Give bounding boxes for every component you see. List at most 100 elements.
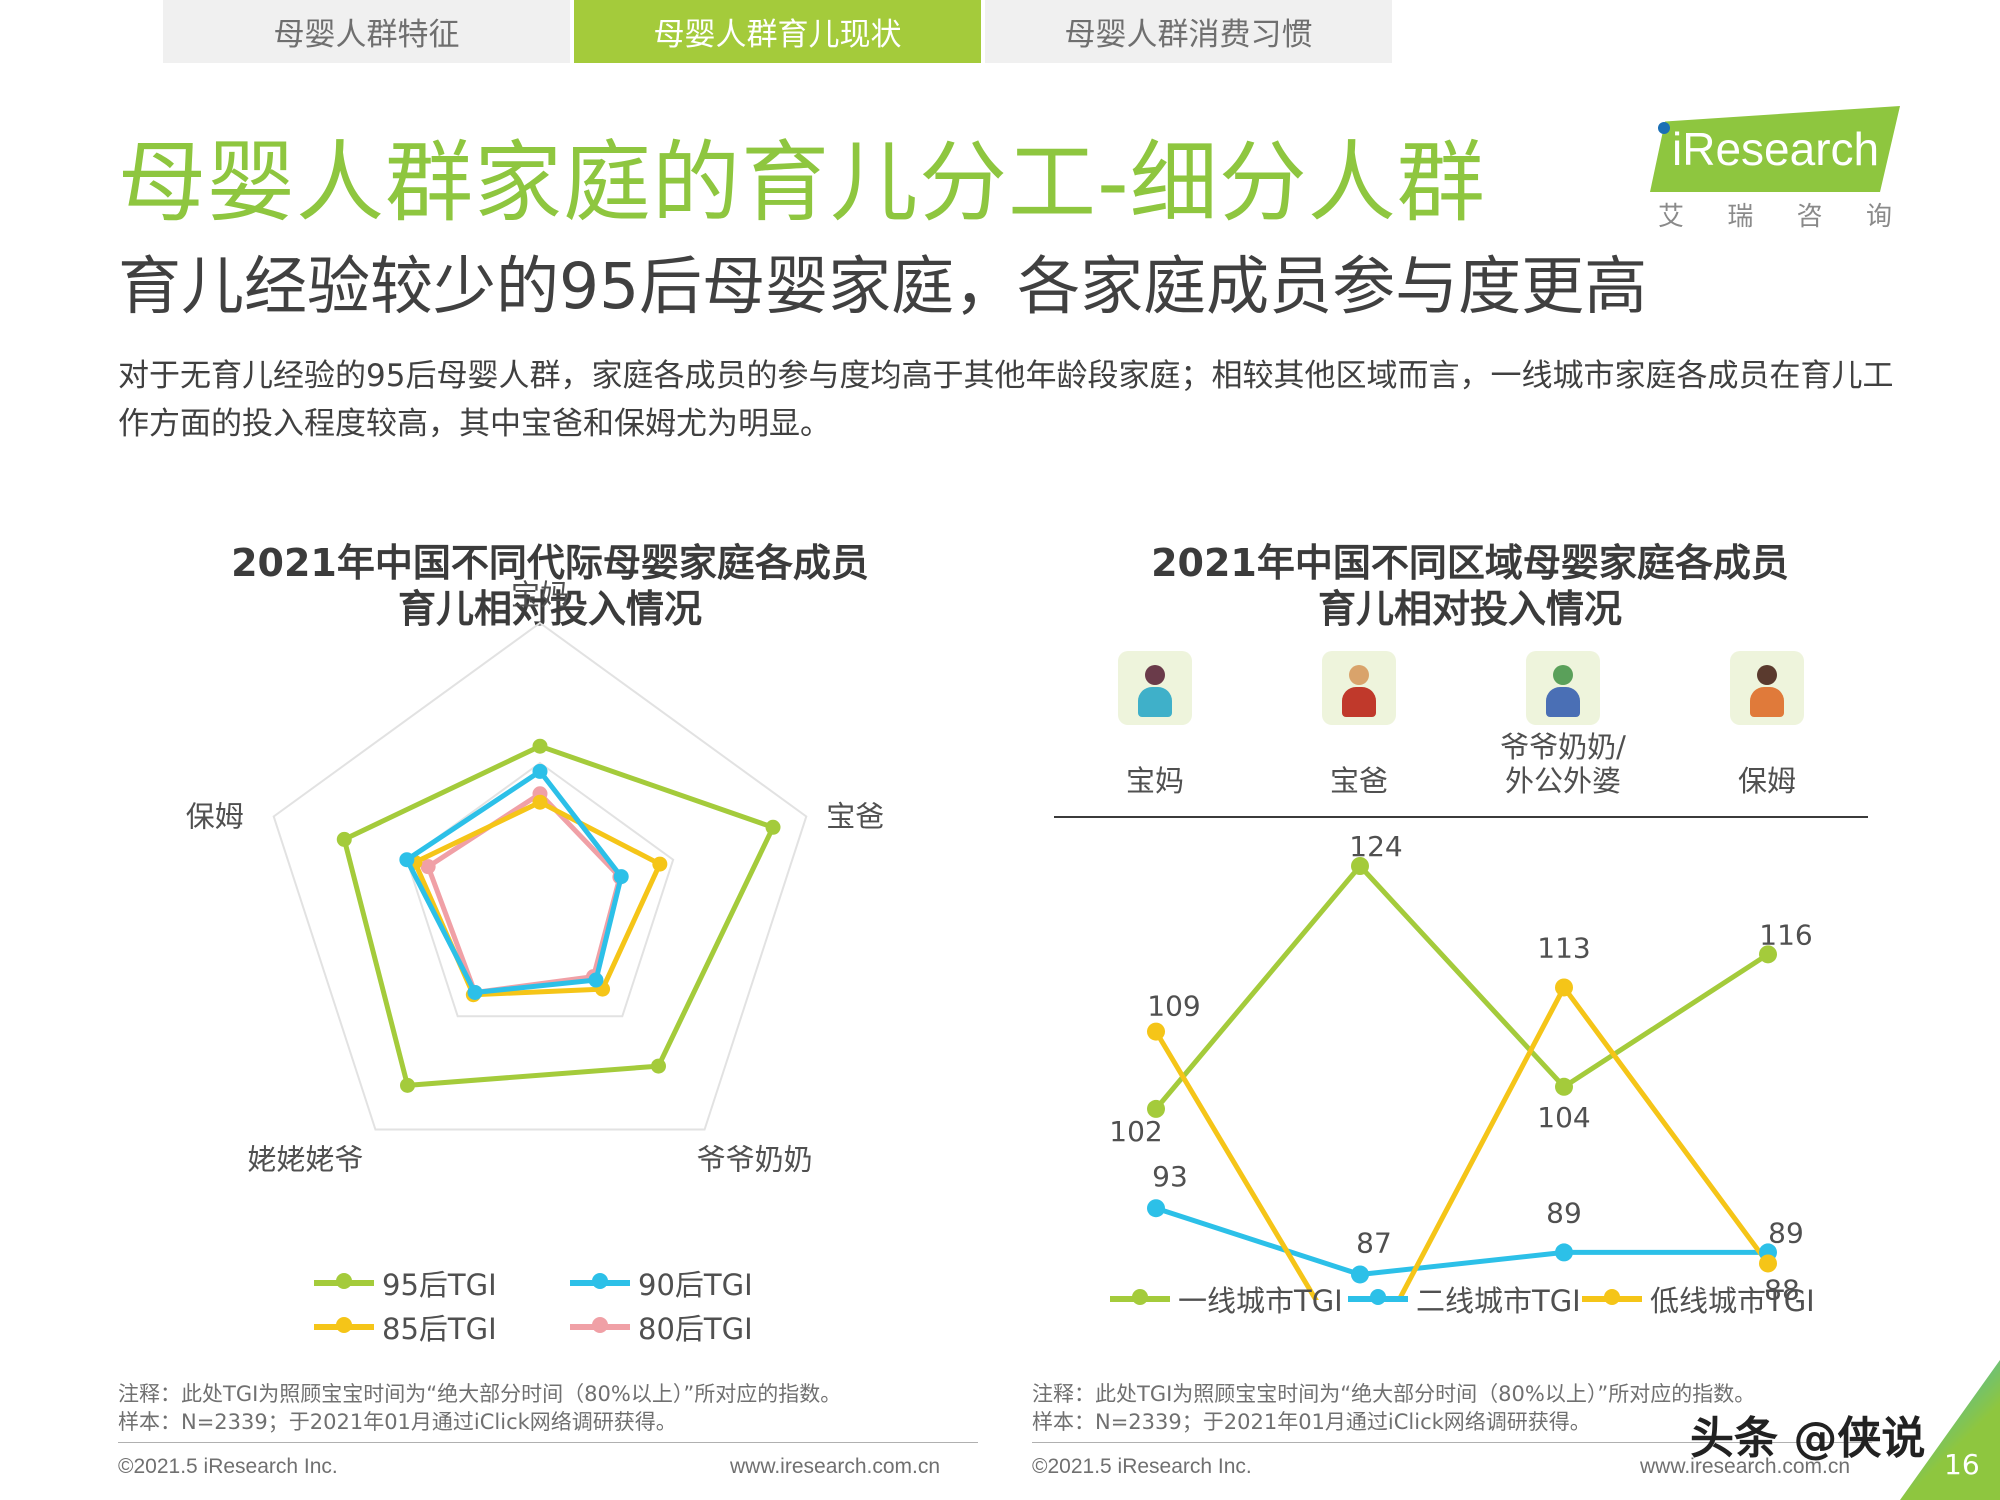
page-subtitle: 育儿经验较少的95后母婴家庭，各家庭成员参与度更高 — [118, 250, 1648, 323]
line-title-line1: 2021年中国不同区域母婴家庭各成员 — [1151, 541, 1789, 585]
footer-divider — [1032, 1442, 1872, 1443]
member-label-mother: 宝妈 — [1125, 764, 1184, 798]
line-data-label: 104 — [1537, 1101, 1590, 1134]
logo-text: iResearch — [1672, 123, 1880, 175]
icon-body — [1342, 687, 1376, 717]
category-divider — [1054, 816, 1868, 818]
legend-marker — [1582, 1289, 1642, 1305]
radar-point — [650, 1058, 666, 1074]
footer-copyright: ©2021.5 iResearch Inc. — [1032, 1455, 1252, 1478]
member-label-father: 宝爸 — [1329, 764, 1388, 798]
iresearch-logo: iResearch 艾 瑞 咨 询 — [1650, 106, 1900, 233]
right-notes: 注释：此处TGI为照顾宝宝时间为“绝大部分时间（80%以上）”所对应的指数。 样… — [1032, 1380, 1892, 1436]
member-label-line: 爷爷奶奶/ — [1500, 730, 1626, 764]
radar-point — [399, 852, 415, 868]
icon-head — [1349, 665, 1369, 685]
radar-point — [613, 869, 629, 885]
line-series — [1155, 1205, 1768, 1277]
logo-dot — [1658, 122, 1670, 134]
radar-axis-label: 宝爸 — [826, 799, 884, 833]
legend-item-80: 80后TGI — [570, 1306, 753, 1348]
sample-text: 样本：N=2339；于2021年01月通过iClick网络调研获得。 — [118, 1410, 677, 1434]
line-point — [1759, 945, 1777, 964]
radar-point — [532, 794, 548, 810]
logo-flag-shape — [1650, 106, 1900, 192]
line-chart: 102124104116938789891097811388 — [1109, 830, 1813, 1300]
page-number: 16 — [1944, 1448, 1980, 1481]
line-point — [1147, 1022, 1165, 1041]
radar-axis-label: 宝妈 — [511, 578, 569, 612]
line-point — [1147, 1199, 1165, 1218]
icon-head — [1145, 665, 1165, 685]
legend-label: 80后TGI — [638, 1312, 753, 1346]
page-title: 母婴人群家庭的育儿分工-细分人群 — [118, 131, 1486, 234]
radar-point — [652, 856, 668, 872]
line-series — [1154, 863, 1770, 1111]
father-icon — [1322, 651, 1396, 725]
nanny-icon — [1730, 651, 1804, 725]
legend-marker — [1110, 1289, 1170, 1305]
line-data-label: 88 — [1764, 1273, 1800, 1300]
tab-parenting-status[interactable]: 母婴人群育儿现状 — [574, 0, 981, 63]
radar-series-line — [412, 799, 663, 998]
radar-title-line1: 2021年中国不同代际母婴家庭各成员 — [231, 541, 869, 585]
line-chart-title: 2021年中国不同区域母婴家庭各成员 育儿相对投入情况 — [1110, 540, 1830, 632]
radar-chart-title: 2021年中国不同代际母婴家庭各成员 育儿相对投入情况 — [200, 540, 900, 632]
legend-marker — [570, 1317, 630, 1333]
legend-item-95: 95后TGI — [314, 1262, 497, 1304]
radar-axis-label: 爷爷奶奶 — [697, 1143, 813, 1177]
legend-label: 二线城市TGI — [1416, 1284, 1581, 1318]
footer-divider — [118, 1442, 978, 1443]
member-label-grandparents: 爷爷奶奶/ 外公外婆 — [1463, 730, 1663, 798]
line-point — [1555, 1077, 1573, 1096]
legend-marker — [570, 1273, 630, 1289]
footer-website[interactable]: www.iresearch.com.cn — [730, 1455, 941, 1478]
radar-point — [588, 972, 604, 988]
line-point — [1147, 1099, 1165, 1118]
line-data-label: 89 — [1768, 1216, 1804, 1249]
line-series — [1153, 984, 1771, 1300]
left-notes: 注释：此处TGI为照顾宝宝时间为“绝大部分时间（80%以上）”所对应的指数。 样… — [118, 1380, 978, 1436]
footer-website[interactable]: www.iresearch.com.cn — [1640, 1455, 1851, 1478]
icon-body — [1546, 687, 1580, 717]
logo-sub-char: 瑞 — [1727, 202, 1754, 232]
tab-audience-features[interactable]: 母婴人群特征 — [163, 0, 570, 63]
grandparents-icon — [1526, 651, 1600, 725]
watermark: 头条 @侠说 — [1690, 1413, 1926, 1464]
radar-grid-ring — [272, 621, 808, 1131]
line-data-label: 102 — [1109, 1115, 1162, 1148]
mother-icon — [1118, 651, 1192, 725]
line-data-label: 116 — [1759, 918, 1812, 951]
line-data-label: 109 — [1147, 990, 1200, 1023]
radar-point — [467, 984, 483, 1000]
logo-subtitle: 艾 瑞 咨 询 — [1650, 196, 1900, 233]
logo-sub-char: 咨 — [1796, 202, 1823, 232]
line-point — [1555, 1243, 1573, 1262]
line-point — [1759, 1254, 1777, 1273]
line-data-label: 113 — [1537, 931, 1590, 964]
radar-point — [532, 738, 548, 754]
note-text: 注释：此处TGI为照顾宝宝时间为“绝大部分时间（80%以上）”所对应的指数。 — [118, 1382, 842, 1406]
line-data-label: 87 — [1356, 1226, 1392, 1259]
radar-series-line — [404, 768, 624, 995]
note-text: 注释：此处TGI为照顾宝宝时间为“绝大部分时间（80%以上）”所对应的指数。 — [1032, 1382, 1756, 1406]
logo-sub-char: 询 — [1865, 202, 1892, 232]
legend-label: 85后TGI — [382, 1312, 497, 1346]
icon-body — [1750, 687, 1784, 717]
radar-series-line — [341, 743, 776, 1088]
tab-consumption-habits[interactable]: 母婴人群消费习惯 — [985, 0, 1392, 63]
legend-item-85: 85后TGI — [314, 1306, 497, 1348]
logo-sub-char: 艾 — [1658, 202, 1685, 232]
line-point — [1351, 857, 1369, 875]
icon-body — [1138, 687, 1172, 717]
legend-label: 一线城市TGI — [1178, 1284, 1343, 1318]
legend-item-tier2: 二线城市TGI — [1348, 1278, 1581, 1320]
section-tabs: 母婴人群特征 母婴人群育儿现状 母婴人群消费习惯 — [163, 0, 1396, 63]
radar-title-line2: 育儿相对投入情况 — [397, 587, 702, 631]
line-point — [1555, 978, 1573, 997]
line-title-line2: 育儿相对投入情况 — [1317, 587, 1622, 631]
line-point — [1351, 1265, 1369, 1284]
icon-head — [1553, 665, 1573, 685]
member-label-nanny: 保姆 — [1737, 764, 1796, 798]
